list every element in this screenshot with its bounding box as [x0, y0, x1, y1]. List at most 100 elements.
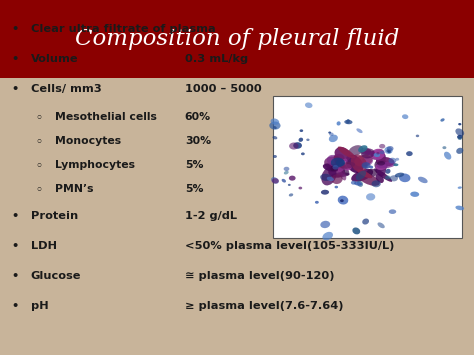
Text: ◦: ◦	[36, 136, 43, 146]
Ellipse shape	[323, 163, 338, 172]
Text: •: •	[12, 241, 19, 251]
Circle shape	[306, 138, 310, 141]
Ellipse shape	[377, 161, 385, 165]
Ellipse shape	[389, 209, 396, 214]
Ellipse shape	[442, 146, 447, 149]
Ellipse shape	[358, 145, 367, 153]
Ellipse shape	[271, 177, 279, 184]
Ellipse shape	[271, 119, 279, 125]
Ellipse shape	[371, 149, 385, 160]
Ellipse shape	[360, 148, 371, 155]
Ellipse shape	[386, 149, 390, 153]
Text: LDH: LDH	[31, 241, 57, 251]
Text: <50% plasma level(105-333IU/L): <50% plasma level(105-333IU/L)	[185, 241, 394, 251]
Ellipse shape	[328, 165, 345, 178]
Ellipse shape	[351, 154, 367, 172]
Ellipse shape	[358, 173, 380, 186]
Ellipse shape	[273, 126, 277, 129]
Circle shape	[315, 201, 319, 204]
Circle shape	[379, 144, 385, 148]
Ellipse shape	[305, 103, 312, 108]
Text: •: •	[12, 54, 19, 64]
Circle shape	[299, 187, 302, 190]
Ellipse shape	[324, 157, 341, 169]
Circle shape	[389, 158, 396, 164]
FancyBboxPatch shape	[0, 0, 474, 78]
Ellipse shape	[410, 192, 419, 197]
Ellipse shape	[344, 120, 353, 124]
Ellipse shape	[289, 193, 293, 197]
Circle shape	[289, 142, 299, 149]
Text: 5%: 5%	[185, 160, 203, 170]
Circle shape	[289, 176, 296, 181]
Circle shape	[272, 178, 279, 184]
Ellipse shape	[330, 162, 341, 171]
Circle shape	[351, 181, 356, 185]
Circle shape	[369, 165, 373, 169]
Ellipse shape	[338, 196, 348, 204]
Text: Lymphocytes: Lymphocytes	[55, 160, 135, 170]
Ellipse shape	[458, 137, 462, 140]
Circle shape	[387, 146, 393, 151]
Ellipse shape	[321, 167, 337, 185]
Ellipse shape	[456, 129, 464, 136]
Ellipse shape	[346, 154, 364, 173]
Ellipse shape	[444, 152, 451, 160]
Ellipse shape	[334, 154, 345, 162]
Text: •: •	[12, 271, 19, 281]
Ellipse shape	[374, 159, 388, 171]
Circle shape	[301, 152, 305, 155]
Ellipse shape	[366, 193, 375, 201]
Ellipse shape	[440, 118, 445, 122]
Circle shape	[329, 132, 334, 136]
Circle shape	[406, 151, 413, 156]
Ellipse shape	[388, 150, 391, 153]
Text: 1000 – 5000: 1000 – 5000	[185, 84, 262, 94]
Ellipse shape	[337, 121, 341, 126]
Ellipse shape	[356, 129, 363, 133]
Circle shape	[335, 186, 338, 189]
Text: ◦: ◦	[36, 111, 43, 121]
Ellipse shape	[346, 119, 350, 124]
Text: •: •	[12, 301, 19, 311]
Circle shape	[328, 131, 331, 134]
Ellipse shape	[377, 162, 396, 168]
Circle shape	[283, 167, 290, 171]
Text: ◦: ◦	[36, 184, 43, 194]
Circle shape	[273, 155, 277, 158]
Ellipse shape	[375, 174, 384, 183]
Ellipse shape	[399, 174, 410, 182]
Text: Mesothelial cells: Mesothelial cells	[55, 111, 156, 121]
Circle shape	[293, 142, 302, 149]
Ellipse shape	[393, 163, 399, 166]
Ellipse shape	[374, 169, 392, 182]
Ellipse shape	[338, 168, 346, 180]
Circle shape	[336, 159, 345, 166]
Ellipse shape	[377, 223, 385, 228]
Text: •: •	[12, 84, 19, 94]
Ellipse shape	[362, 219, 369, 225]
Ellipse shape	[376, 157, 394, 166]
Ellipse shape	[338, 147, 355, 158]
Ellipse shape	[380, 151, 384, 154]
Ellipse shape	[335, 147, 351, 162]
Ellipse shape	[374, 153, 380, 157]
Text: ≅ plasma level(90-120): ≅ plasma level(90-120)	[185, 271, 334, 281]
Ellipse shape	[352, 228, 360, 234]
Ellipse shape	[327, 155, 341, 166]
Circle shape	[364, 164, 369, 168]
Ellipse shape	[329, 135, 338, 142]
Ellipse shape	[385, 175, 391, 180]
Ellipse shape	[458, 186, 462, 189]
Ellipse shape	[331, 173, 350, 178]
Text: PMN’s: PMN’s	[55, 184, 93, 194]
Ellipse shape	[340, 162, 355, 169]
Ellipse shape	[282, 179, 286, 182]
Ellipse shape	[456, 148, 464, 154]
Ellipse shape	[320, 174, 332, 181]
Ellipse shape	[320, 221, 330, 228]
Ellipse shape	[334, 159, 349, 175]
Circle shape	[288, 184, 291, 186]
Text: 30%: 30%	[185, 136, 211, 146]
Ellipse shape	[284, 171, 289, 175]
